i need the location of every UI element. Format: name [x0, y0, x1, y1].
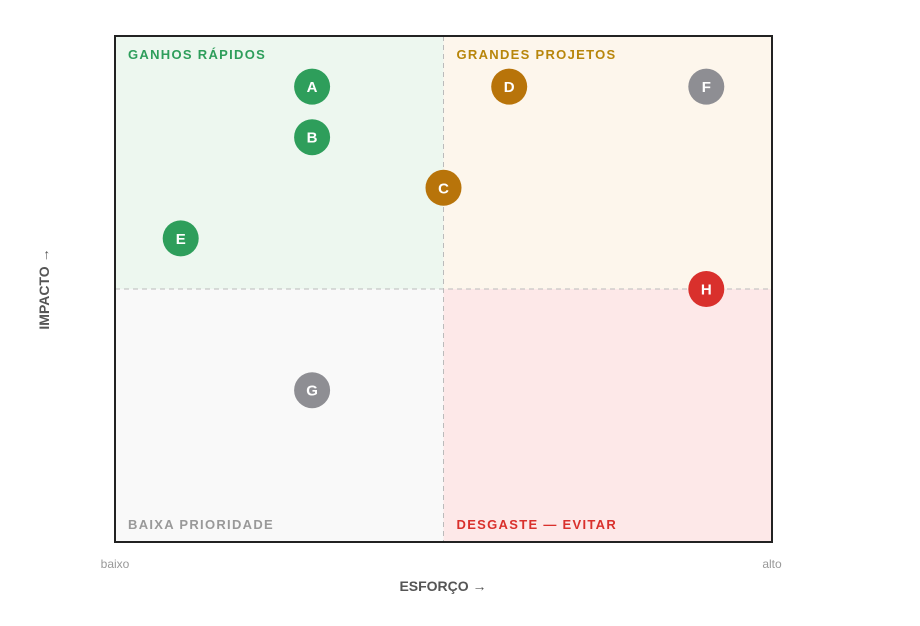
- data-point-label: F: [702, 79, 711, 96]
- data-point-marker: [294, 119, 331, 156]
- quadrant-label-top-left: GANHOS RÁPIDOS: [128, 47, 266, 62]
- quadrant-label-bottom-right: DESGASTE — EVITAR: [457, 517, 618, 532]
- quadrant-dividers: [115, 36, 772, 542]
- data-point-g: G: [294, 372, 331, 409]
- quadrant-bottom-right: [443, 289, 772, 542]
- quadrant-top-right: [443, 36, 772, 289]
- data-point-label: D: [504, 79, 515, 96]
- quadrant-top-left: [115, 36, 444, 289]
- data-point-marker: [688, 271, 725, 307]
- data-point-d: D: [491, 68, 528, 105]
- data-point-marker: [491, 68, 528, 105]
- x-axis-min-label: baixo: [101, 557, 130, 571]
- data-point-label: H: [701, 282, 712, 299]
- quadrant-label-top-right: GRANDES PROJETOS: [457, 47, 617, 62]
- data-point-marker: [688, 68, 725, 105]
- quadrant-label-bottom-left: BAIXA PRIORIDADE: [128, 517, 274, 532]
- data-points: A B C D E F G H: [162, 68, 725, 409]
- x-axis-title: ESFORÇO →: [399, 578, 486, 594]
- quadrant-bottom-left: [115, 289, 444, 542]
- data-point-label: B: [307, 130, 318, 147]
- quadrant-labels: GANHOS RÁPIDOS GRANDES PROJETOS BAIXA PRIO…: [128, 47, 618, 532]
- data-point-b: B: [294, 119, 331, 156]
- data-point-h: H: [688, 271, 725, 307]
- plot-frame: [114, 35, 773, 543]
- data-point-label: G: [306, 383, 318, 400]
- data-point-label: E: [176, 231, 186, 248]
- data-point-a: A: [294, 68, 331, 105]
- y-axis-title: IMPACTO →: [36, 248, 52, 329]
- data-point-label: C: [438, 180, 449, 197]
- data-point-c: C: [425, 169, 462, 206]
- data-point-e: E: [162, 220, 199, 257]
- x-axis-max-label: alto: [762, 557, 782, 571]
- data-point-marker: [162, 220, 199, 257]
- data-point-marker: [294, 68, 331, 105]
- data-point-marker: [425, 169, 462, 206]
- data-point-label: A: [307, 79, 318, 96]
- data-point-marker: [294, 372, 331, 409]
- data-point-f: F: [688, 68, 725, 105]
